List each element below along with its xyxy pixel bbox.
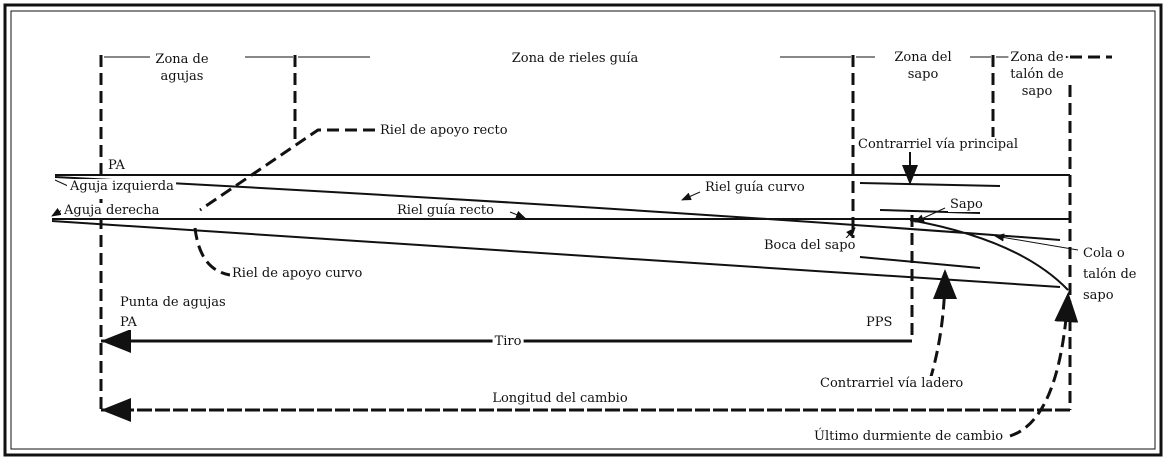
label: PA (108, 158, 126, 173)
label-background (892, 50, 954, 65)
label-background (67, 179, 177, 194)
label: Cola o (1083, 246, 1125, 261)
label: Riel de apoyo curvo (232, 266, 362, 281)
label-background (1081, 246, 1127, 261)
label-background (492, 334, 524, 349)
label-background (118, 295, 228, 310)
label: Boca del sapo (764, 238, 856, 253)
zone-label: sapo (908, 67, 939, 82)
label: Contrarriel vía principal (858, 137, 1018, 152)
label: PA (120, 315, 138, 330)
label: Punta de agujas (120, 295, 226, 310)
label: Longitud del cambio (492, 391, 628, 406)
label-background (762, 238, 858, 253)
label-background (864, 315, 895, 330)
label-background (1081, 267, 1139, 282)
label-background (230, 266, 365, 281)
label-background (703, 180, 807, 195)
label: Aguja izquierda (69, 179, 174, 194)
label: Riel guía recto (397, 203, 494, 218)
label-background (1081, 288, 1116, 303)
label-background (378, 123, 510, 138)
zone-label: sapo (1022, 84, 1053, 99)
label: Riel de apoyo recto (380, 123, 508, 138)
zone-label: Zona de (155, 52, 208, 67)
zone-label: Zona de (1010, 50, 1063, 65)
label-background (1008, 67, 1067, 82)
label: Último durmiente de cambio (814, 427, 1003, 444)
label-background (856, 137, 1021, 152)
label-background (1019, 84, 1055, 99)
label: Contrarriel vía ladero (820, 376, 963, 391)
label-background (106, 158, 128, 173)
label-background (812, 427, 1006, 444)
label-background (153, 52, 211, 67)
frame (3, 3, 1163, 457)
label-background (905, 67, 941, 82)
label: sapo (1083, 288, 1114, 303)
label-background (61, 203, 162, 218)
leader-lines (52, 128, 1079, 438)
labels: Zona de agujas Zona de rieles guía Zona … (61, 50, 1139, 444)
zone-label: talón de (1010, 67, 1064, 82)
label-background (509, 51, 641, 66)
label: PPS (866, 315, 892, 330)
zone-label: Zona del (894, 50, 951, 65)
label-background (1008, 50, 1066, 65)
label: Aguja derecha (63, 203, 160, 218)
label: Sapo (950, 197, 983, 212)
label-background (490, 391, 630, 406)
rails (51, 174, 1070, 291)
label-background (158, 69, 206, 84)
label-background (818, 376, 966, 391)
label: Tiro (495, 334, 522, 349)
zone-label: Zona de rieles guía (512, 51, 639, 66)
label-background (395, 203, 497, 218)
label-background (948, 197, 985, 212)
label: talón de (1083, 267, 1137, 282)
zone-label: agujas (161, 69, 204, 84)
label: Riel guía curvo (705, 180, 805, 195)
label-background (118, 315, 140, 330)
